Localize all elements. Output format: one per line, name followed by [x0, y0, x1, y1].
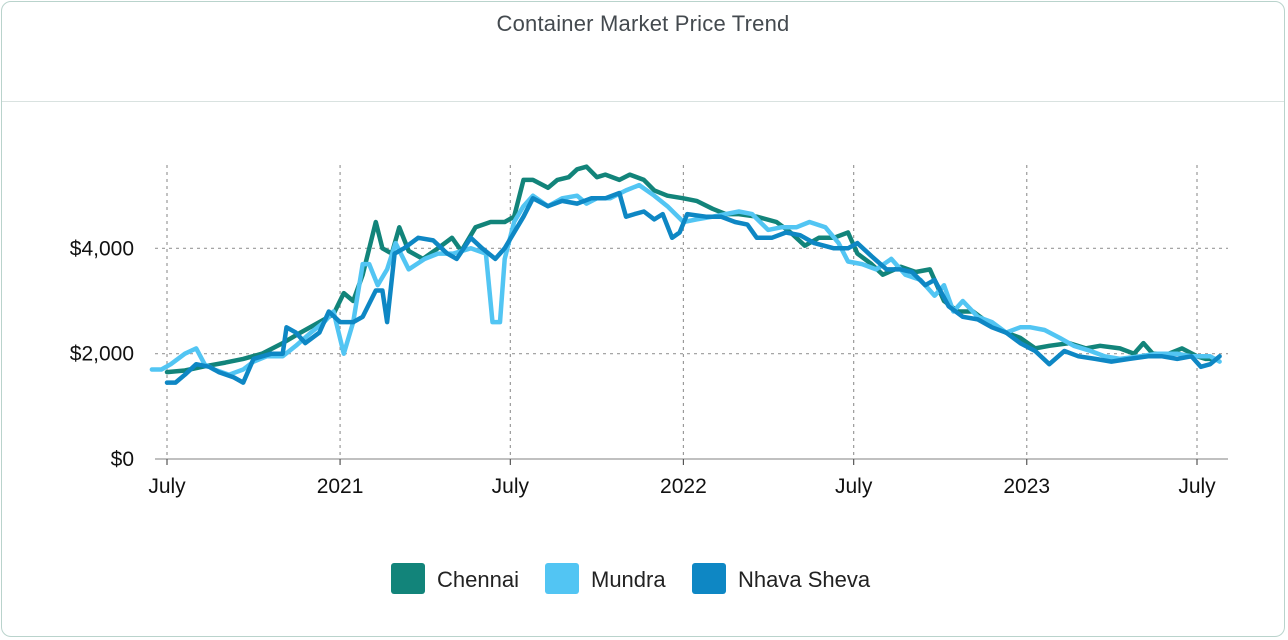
legend-label: Nhava Sheva — [738, 567, 871, 592]
x-tick-label: 2022 — [660, 475, 707, 498]
x-tick-label: July — [835, 475, 873, 498]
series-line-nhava-sheva — [164, 190, 1222, 385]
series-lines — [149, 164, 1222, 385]
x-tick-label: July — [492, 475, 530, 498]
card-header: Container Market Price Trend — [2, 2, 1284, 102]
y-tick-label: $0 — [111, 448, 134, 471]
x-tick-label: July — [148, 475, 186, 498]
legend-swatch — [545, 563, 579, 594]
legend-item-mundra[interactable]: Mundra — [545, 563, 666, 594]
legend[interactable]: Chennai Mundra Nhava Sheva — [391, 563, 871, 594]
y-tick-label: $2,000 — [70, 343, 134, 366]
legend-swatch — [391, 563, 425, 594]
x-tick-label: 2023 — [1003, 475, 1050, 498]
legend-item-nhava-sheva[interactable]: Nhava Sheva — [692, 563, 871, 594]
legend-label: Mundra — [591, 567, 666, 592]
chart-title: Container Market Price Trend — [496, 11, 790, 36]
x-tick-label: July — [1178, 475, 1216, 498]
axes: $0 $2,000 $4,000 July 2021 July 2022 July 2023 Ju… — [70, 237, 1216, 498]
legend-swatch — [692, 563, 726, 594]
grid-lines — [155, 165, 1228, 460]
y-tick-label: $4,000 — [70, 237, 134, 260]
x-tick-label: 2021 — [317, 475, 364, 498]
legend-label: Chennai — [437, 567, 519, 592]
series-line-chennai — [164, 164, 1218, 375]
legend-item-chennai[interactable]: Chennai — [391, 563, 519, 594]
